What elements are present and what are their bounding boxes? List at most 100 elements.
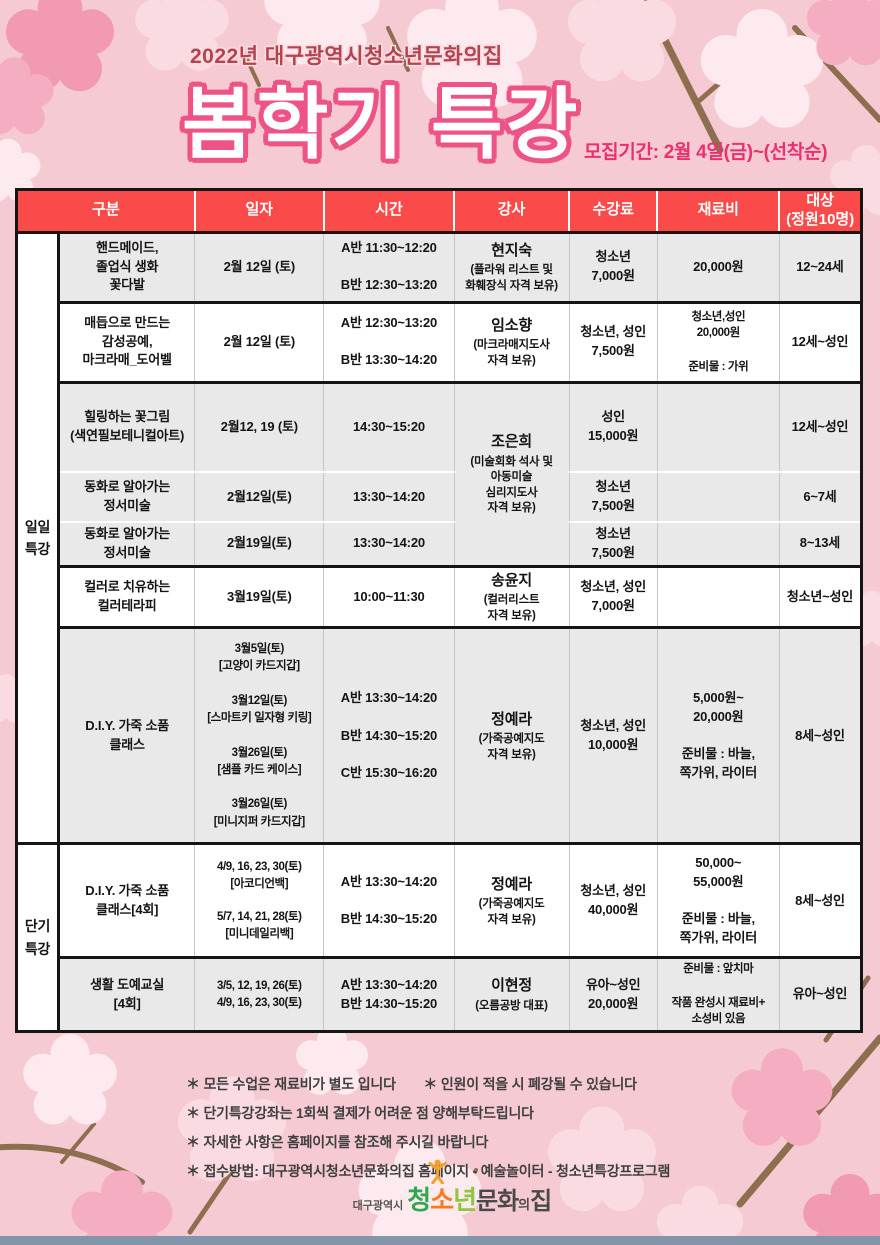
bottom-edge-bar [0,1236,880,1245]
cell-category: 생활 도예교실 [4회] [58,956,195,1032]
cell-date: 2월 12일 (토) [194,300,324,382]
cell-fee: 청소년 7,500원 [568,520,658,567]
cell-fee: 청소년, 성인 40,000원 [568,842,658,958]
col-header-fee: 수강료 [568,189,658,234]
cell-target: 8세~성인 [778,842,862,958]
cell-date: 4/9, 16, 23, 30(토) [아코디언백] 5/7, 14, 21, … [194,842,324,958]
instructor-note: (오름공방 대표) [475,999,548,1012]
recruit-period: 모집기간: 2월 4일(금)~(선착순) [584,142,828,163]
instructor-name: 현지숙 [491,241,532,259]
instructor-note: (컬러리스트 자격 보유) [483,594,540,622]
group-label-daily: 일일 특강 [16,232,61,844]
note-line: ＊ 접수방법: 대구광역시청소년문화의집 홈페이지 - 예술놀이터 - 청소년특… [186,1163,671,1179]
cell-instructor: 조은희 (미술회화 석사 및 아동미술 심리지도사 자격 보유) [453,380,570,567]
note-line: ＊ 모든 수업은 재료비가 별도 입니다 ＊ 인원이 적을 시 폐강될 수 있습… [186,1076,637,1092]
table-row: 동화로 알아가는 정서미술 2월19일(토) 13:30~14:20 청소년 7… [17,520,862,567]
cell-target: 청소년~성인 [778,564,862,628]
table-row: 단기 특강 D.I.Y. 가죽 소품 클래스[4회] 4/9, 16, 23, … [16,842,862,1032]
table-row: 컬러로 치유하는 컬러테라피 3월19일(토) 10:00~11:30 송윤지 … [17,564,862,628]
cell-date: 2월12, 19 (토) [194,380,324,472]
cell-materials [656,380,780,472]
logo-person-icon [428,1159,447,1184]
instructor-note: (가죽공예지도 자격 보유) [478,733,545,761]
notes-section: ＊ 모든 수업은 재료비가 별도 입니다 ＊ 인원이 적을 시 폐강될 수 있습… [186,1074,786,1190]
cell-time: 10:00~11:30 [323,564,454,628]
table-row: D.I.Y. 가죽 소품 클래스 3월5일(토) [고양이 카드지갑] 3월12… [17,626,862,844]
logo-char-cheong: 청 [407,1185,431,1215]
instructor-note: (가죽공예지도 자격 보유) [478,898,545,926]
col-header-target: 대상 (정원10명) [778,189,862,234]
cell-fee: 성인 15,000원 [568,380,658,472]
instructor-name: 송윤지 [491,571,532,589]
cell-target: 12세~성인 [778,300,862,382]
cell-target: 유아~성인 [778,956,862,1032]
note-line: ＊ 자세한 사항은 홈페이지를 참조해 주시길 바랍니다 [186,1134,489,1150]
cell-category: 동화로 알아가는 정서미술 [58,520,195,567]
cell-date: 3월5일(토) [고양이 카드지갑] 3월12일(토) [스마트키 일자형 키링… [194,626,324,844]
logo-text-house: 집 [530,1188,552,1215]
cell-time: A반 13:30~14:20 B반 14:30~15:20 [323,956,454,1032]
cell-fee: 청소년 7,000원 [568,232,658,302]
course-table: 구분 일자 시간 강사 수강료 재료비 대상 (정원10명) 일일 특강 핸드메… [15,188,863,1034]
instructor-name: 조은희 [491,433,532,451]
cell-instructor: 송윤지 (컬러리스트 자격 보유) [453,564,570,628]
instructor-name: 임소향 [491,316,532,334]
cell-date: 3/5, 12, 19, 26(토) 4/9, 16, 23, 30(토) [194,956,324,1032]
table-row: 생활 도예교실 [4회] 3/5, 12, 19, 26(토) 4/9, 16,… [17,956,862,1032]
cell-materials: 5,000원~ 20,000원 준비물 : 바늘, 쪽가위, 라이터 [656,626,780,844]
logo-region-text: 대구광역시 [352,1200,404,1212]
logo-text-culture: 문화 [475,1188,519,1215]
cell-instructor: 정예라 (가죽공예지도 자격 보유) [453,842,570,958]
note-line: ＊ 단기특강강좌는 1회씩 결제가 어려운 점 양해부탁드립니다 [186,1105,534,1121]
cell-category: 힐링하는 꽃그림 (색연필보테니컬아트) [58,380,195,472]
col-header-time: 시간 [322,189,454,234]
cell-fee: 청소년, 성인 7,000원 [568,564,658,628]
cell-materials [656,564,780,628]
col-header-instructor: 강사 [452,189,570,234]
cell-instructor: 임소향 (마크라매지도사 자격 보유) [453,300,570,382]
cell-date: 2월12일(토) [194,471,324,522]
cell-materials: 50,000~ 55,000원 준비물 : 바늘, 쪽가위, 라이터 [656,842,780,958]
center-logo: 대구광역시 청 소 년 문화 의 집 [352,1159,552,1217]
col-header-category: 구분 [16,189,195,234]
instructor-note: (플라워 리스트 및 화훼장식 자격 보유) [465,264,558,292]
col-header-date: 일자 [193,189,324,234]
cell-target: 8세~성인 [778,626,862,844]
cell-instructor: 이현정 (오름공방 대표) [453,956,570,1032]
instructor-name: 이현정 [491,977,532,995]
instructor-note: (미술회화 석사 및 아동미술 심리지도사 자격 보유) [470,455,553,515]
cell-instructor: 현지숙 (플라워 리스트 및 화훼장식 자격 보유) [453,232,570,302]
cell-category: 동화로 알아가는 정서미술 [58,471,195,522]
cell-fee: 유아~성인 20,000원 [568,956,658,1032]
cell-time: A반 11:30~12:20 B반 12:30~13:20 [323,232,454,302]
cell-fee: 청소년, 성인 10,000원 [568,626,658,844]
cell-time: 13:30~14:20 [323,520,454,567]
cell-time: 13:30~14:20 [323,471,454,522]
cell-category: 매듭으로 만드는 감성공예, 마크라매_도어벨 [58,300,195,382]
instructor-name: 정예라 [491,875,532,893]
cell-time: A반 13:30~14:20 B반 14:30~15:20 [323,842,454,958]
cell-date: 2월 12일 (토) [194,232,324,302]
cell-target: 12~24세 [778,232,862,302]
cell-date: 3월19일(토) [194,564,324,628]
cell-fee: 청소년, 성인 7,500원 [568,300,658,382]
cell-category: 컬러로 치유하는 컬러테라피 [58,564,195,628]
cell-target: 6~7세 [778,471,862,522]
cell-time: 14:30~15:20 [323,380,454,472]
poster-title: 봄학기 특강 [182,80,581,168]
cell-fee: 청소년 7,500원 [568,471,658,522]
logo-char-so: 소 [430,1185,454,1215]
cell-materials: 준비물 : 앞치마 작품 완성시 재료비+ 소성비 있음 [656,956,780,1032]
cell-date: 2월19일(토) [194,520,324,567]
group-label-short-term: 단기 특강 [16,842,61,1032]
cell-category: 핸드메이드, 졸업식 생화 꽃다발 [58,232,195,302]
instructor-name: 정예라 [491,710,532,728]
cell-target: 8~13세 [778,520,862,567]
cell-category: D.I.Y. 가죽 소품 클래스[4회] [58,842,195,958]
instructor-note: (마크라매지도사 자격 보유) [473,339,550,367]
logo-text-of: 의 [518,1197,531,1212]
table-row: 힐링하는 꽃그림 (색연필보테니컬아트) 2월12, 19 (토) 14:30~… [17,380,862,567]
logo-char-nyeon: 년 [453,1185,477,1215]
cell-materials [656,471,780,522]
